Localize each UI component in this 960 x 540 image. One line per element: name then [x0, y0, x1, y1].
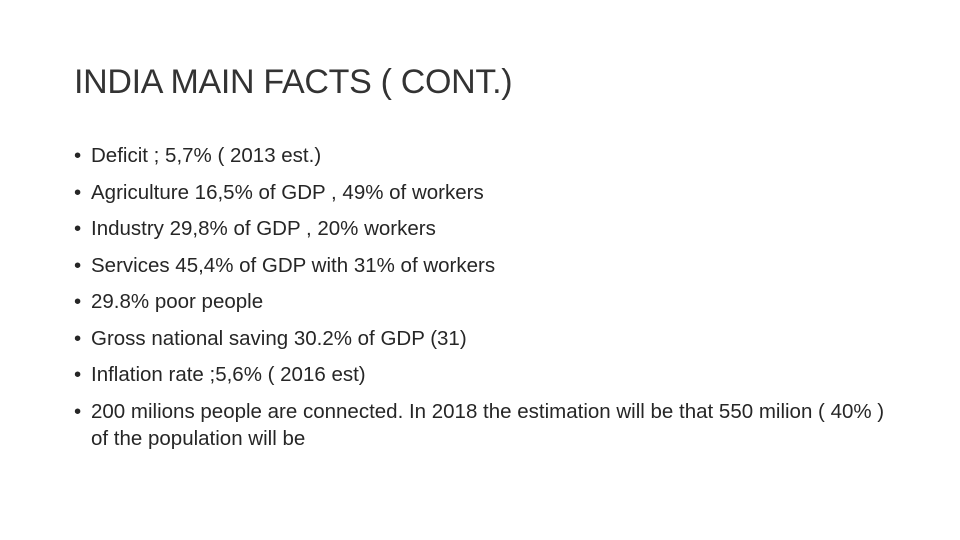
bullet-marker: • — [74, 253, 82, 277]
bullet-item-poverty: • 29.8% poor people — [74, 288, 904, 315]
bullet-item-saving: • Gross national saving 30.2% of GDP (31… — [74, 325, 904, 352]
bullet-marker: • — [74, 363, 82, 386]
bullet-item-connectivity: • 200 milions people are connected. In 2… — [74, 398, 904, 452]
bullet-text: 200 milions people are connected. In 201… — [91, 399, 885, 450]
bullet-text: Deficit ; 5,7% ( 2013 est.) — [91, 144, 322, 167]
bullet-marker: • — [74, 180, 82, 204]
bullet-item-services: • Services 45,4% of GDP with 31% of work… — [74, 252, 904, 279]
bullet-text: Inflation rate ;5,6% ( 2016 est) — [91, 363, 366, 386]
bullet-marker: • — [74, 399, 82, 423]
bullet-item-inflation: • Inflation rate ;5,6% ( 2016 est) — [74, 361, 904, 388]
bullet-text: Gross national saving 30.2% of GDP (31) — [91, 326, 467, 350]
bullet-item-deficit: • Deficit ; 5,7% ( 2013 est.) — [74, 142, 904, 169]
bullet-text: Agriculture 16,5% of GDP , 49% of worker… — [91, 180, 484, 204]
bullet-marker: • — [74, 326, 82, 350]
slide-title: INDIA MAIN FACTS ( CONT.) — [74, 63, 513, 101]
bullet-marker: • — [74, 217, 82, 240]
bullet-marker: • — [74, 144, 82, 167]
bullet-text: Services 45,4% of GDP with 31% of worker… — [91, 253, 496, 277]
bullet-text: 29.8% poor people — [91, 290, 264, 313]
bullet-item-agriculture: • Agriculture 16,5% of GDP , 49% of work… — [74, 179, 904, 206]
bullet-text: Industry 29,8% of GDP , 20% workers — [91, 217, 436, 240]
bullet-list: • Deficit ; 5,7% ( 2013 est.) • Agricult… — [74, 142, 904, 461]
bullet-marker: • — [74, 290, 82, 313]
bullet-item-industry: • Industry 29,8% of GDP , 20% workers — [74, 215, 904, 242]
